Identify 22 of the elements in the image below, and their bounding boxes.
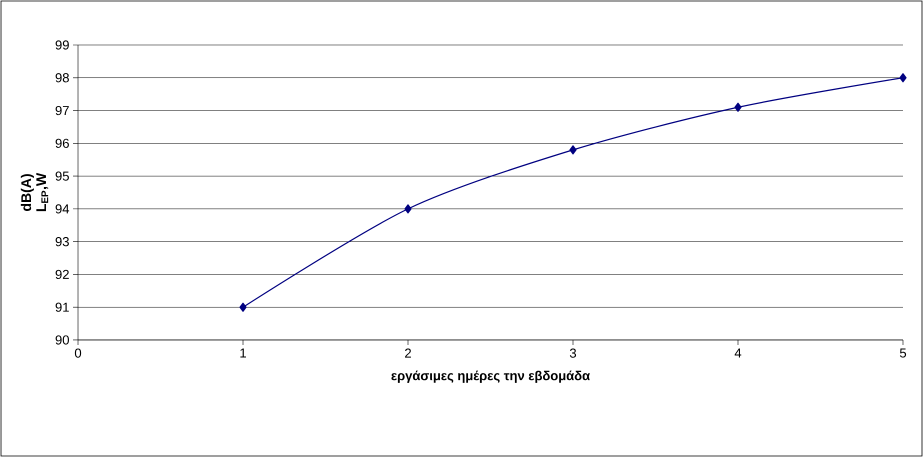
point	[734, 102, 742, 112]
y-tick-label: 98	[56, 73, 69, 82]
y-tick-label: 97	[56, 106, 69, 116]
x-tick-label: 5	[900, 348, 906, 358]
x-tick-label: 0	[74, 348, 82, 358]
y-tick-label: 96	[56, 138, 69, 148]
y-tick-label: 94	[56, 204, 70, 214]
y-tick-label: 93	[56, 237, 69, 246]
y-tick-label: 90	[56, 335, 69, 345]
point	[569, 145, 577, 154]
x-axis-title: εργάσιμες ημέρες την εβδομάδα	[391, 370, 590, 383]
x-tick-label: 4	[734, 348, 742, 358]
point	[899, 73, 907, 82]
y-tick-label: 95	[56, 171, 69, 181]
y-tick-label: 92	[56, 270, 69, 280]
point	[404, 204, 412, 214]
point	[239, 302, 247, 312]
x-tick-label: 1	[240, 348, 246, 358]
x-tick-label: 3	[570, 348, 576, 358]
y-tick-label: 99	[56, 40, 69, 50]
x-tick-label: 2	[405, 348, 411, 358]
y-tick-label: 91	[56, 302, 69, 312]
